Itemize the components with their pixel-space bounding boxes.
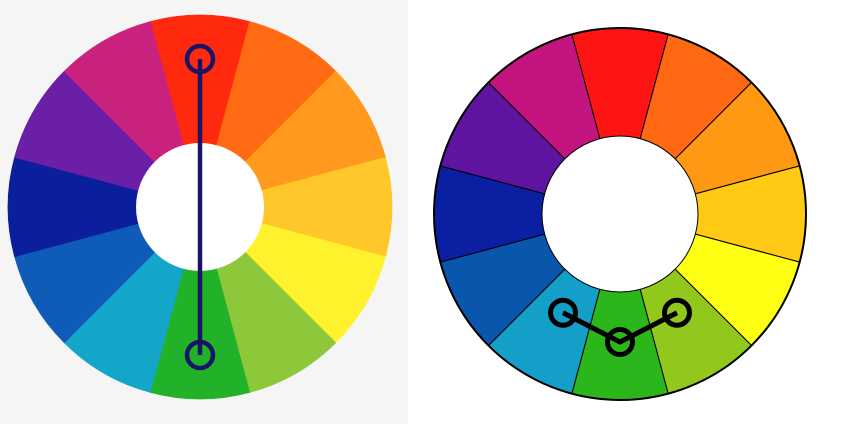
wheel-center-hole bbox=[541, 135, 699, 293]
complementary-color-wheel bbox=[7, 14, 393, 400]
complementary-wheel-panel bbox=[0, 0, 408, 424]
scheme-connector-line bbox=[561, 310, 679, 345]
hue-marker-green bbox=[605, 327, 635, 357]
hue-marker-green bbox=[184, 339, 216, 371]
hue-marker-yellow-green bbox=[662, 297, 692, 328]
analogous-color-wheel bbox=[433, 27, 807, 401]
analogous-wheel-panel bbox=[408, 0, 816, 424]
hue-marker-blue-green bbox=[548, 297, 578, 328]
wheel-outline bbox=[433, 27, 807, 401]
hue-marker-red bbox=[184, 43, 216, 75]
